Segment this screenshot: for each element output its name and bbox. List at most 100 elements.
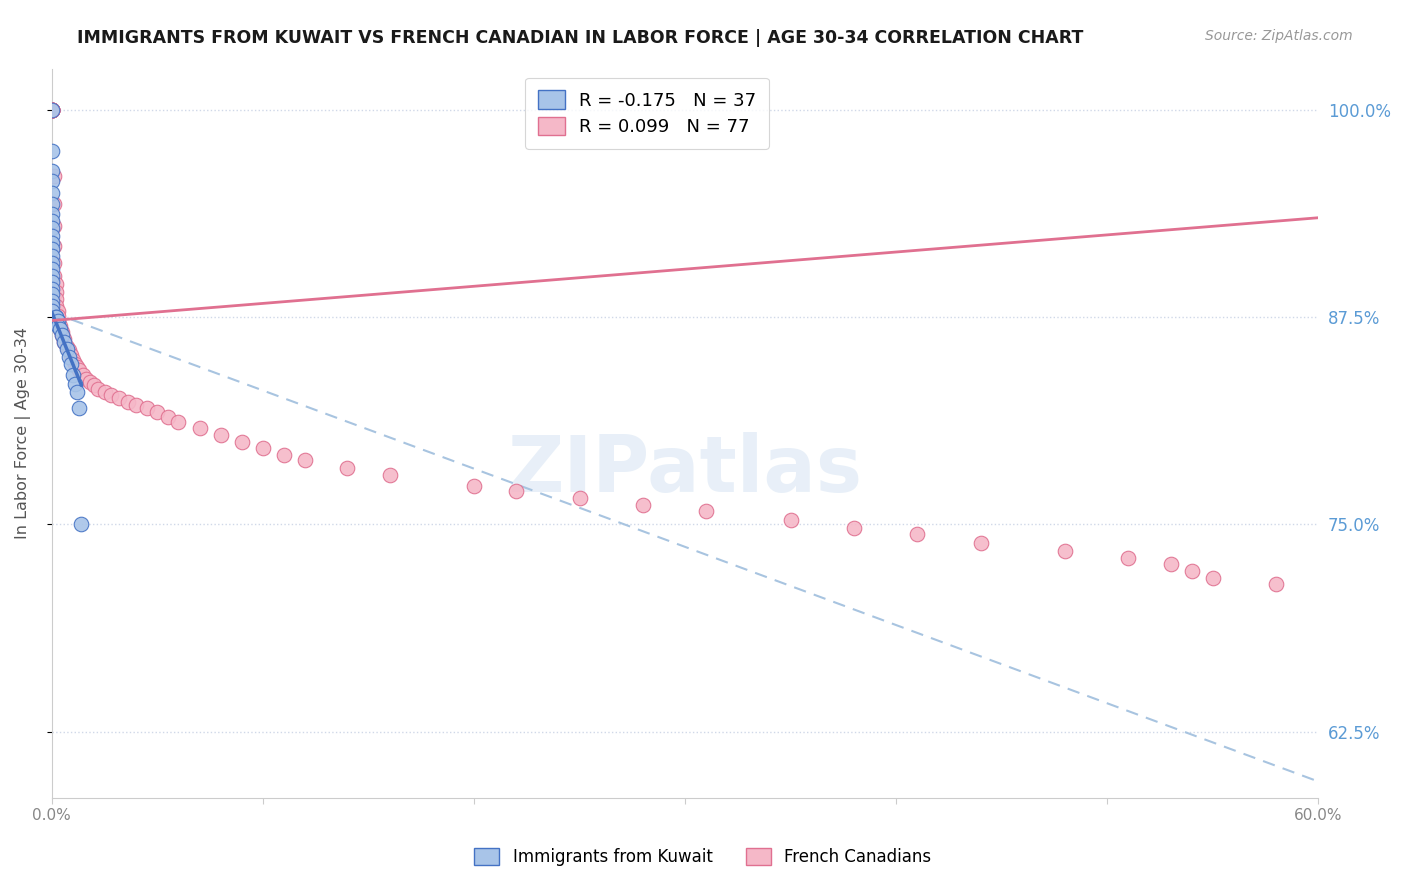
Point <box>66 384 89 399</box>
Point <box>46 309 69 323</box>
Point <box>46 303 69 318</box>
Point <box>63 357 86 371</box>
Point <box>59 357 82 371</box>
Point <box>87 382 110 396</box>
Point <box>41 103 63 117</box>
Point <box>42 169 65 184</box>
Point <box>41 268 63 283</box>
Point <box>273 448 295 462</box>
Point <box>294 452 316 467</box>
Point <box>41 262 63 277</box>
Point <box>41 249 63 263</box>
Text: ZIPatlas: ZIPatlas <box>508 432 862 508</box>
Point <box>62 353 84 368</box>
Point <box>46 318 69 333</box>
Point <box>45 292 67 306</box>
Point <box>67 401 90 416</box>
Point <box>905 527 928 541</box>
Point <box>41 293 63 308</box>
Point <box>779 512 801 526</box>
Point <box>62 368 84 383</box>
Point <box>41 103 63 117</box>
Point <box>1160 558 1182 572</box>
Point <box>463 479 485 493</box>
Point <box>1116 550 1139 565</box>
Point <box>41 197 63 211</box>
Point <box>41 276 63 290</box>
Point <box>41 103 63 117</box>
Point <box>42 239 65 253</box>
Point <box>1202 570 1225 584</box>
Point <box>67 363 90 377</box>
Point <box>41 103 63 117</box>
Point <box>41 103 63 117</box>
Point <box>55 342 77 356</box>
Point <box>49 322 72 336</box>
Point <box>631 498 654 512</box>
Point <box>41 303 63 318</box>
Point <box>58 343 80 358</box>
Point <box>45 277 67 291</box>
Point <box>41 103 63 117</box>
Point <box>51 328 73 343</box>
Point <box>969 535 991 549</box>
Point <box>53 335 76 350</box>
Point <box>93 384 115 399</box>
Point <box>83 378 105 392</box>
Point <box>42 255 65 269</box>
Point <box>167 415 190 429</box>
Point <box>41 103 63 117</box>
Point <box>70 517 93 532</box>
Point <box>42 219 65 233</box>
Point <box>45 299 67 313</box>
Point <box>125 398 148 412</box>
Point <box>336 461 359 475</box>
Point <box>209 428 232 442</box>
Point <box>117 394 139 409</box>
Point <box>53 332 76 346</box>
Point <box>49 322 72 336</box>
Point <box>41 103 63 117</box>
Y-axis label: In Labor Force | Age 30-34: In Labor Force | Age 30-34 <box>15 327 31 540</box>
Point <box>100 388 122 402</box>
Point <box>135 401 157 416</box>
Point <box>41 145 63 159</box>
Point <box>42 268 65 283</box>
Text: IMMIGRANTS FROM KUWAIT VS FRENCH CANADIAN IN LABOR FORCE | AGE 30-34 CORRELATION: IMMIGRANTS FROM KUWAIT VS FRENCH CANADIA… <box>77 29 1084 47</box>
Point <box>45 285 67 300</box>
Legend: R = -0.175   N = 37, R = 0.099   N = 77: R = -0.175 N = 37, R = 0.099 N = 77 <box>524 78 769 149</box>
Point <box>1053 544 1076 558</box>
Point <box>1265 577 1288 591</box>
Point <box>842 521 865 535</box>
Point <box>41 235 63 250</box>
Point <box>49 318 72 333</box>
Point <box>75 371 97 385</box>
Point <box>41 103 63 117</box>
Point <box>1181 564 1204 578</box>
Point <box>41 229 63 244</box>
Point <box>41 103 63 117</box>
Point <box>63 376 86 391</box>
Point <box>55 340 77 354</box>
Point <box>41 220 63 235</box>
Text: Source: ZipAtlas.com: Source: ZipAtlas.com <box>1205 29 1353 44</box>
Point <box>41 255 63 269</box>
Point <box>66 359 89 374</box>
Point <box>41 287 63 301</box>
Point <box>188 421 211 435</box>
Point <box>41 103 63 117</box>
Point <box>46 313 69 327</box>
Point <box>59 348 82 362</box>
Point <box>46 313 69 327</box>
Point <box>231 434 253 449</box>
Point <box>41 207 63 221</box>
Point <box>51 328 73 343</box>
Point <box>41 186 63 200</box>
Point <box>45 310 67 325</box>
Point <box>41 103 63 117</box>
Point <box>568 491 591 505</box>
Point <box>252 441 274 455</box>
Point <box>41 282 63 296</box>
Point <box>53 335 76 350</box>
Point <box>41 103 63 117</box>
